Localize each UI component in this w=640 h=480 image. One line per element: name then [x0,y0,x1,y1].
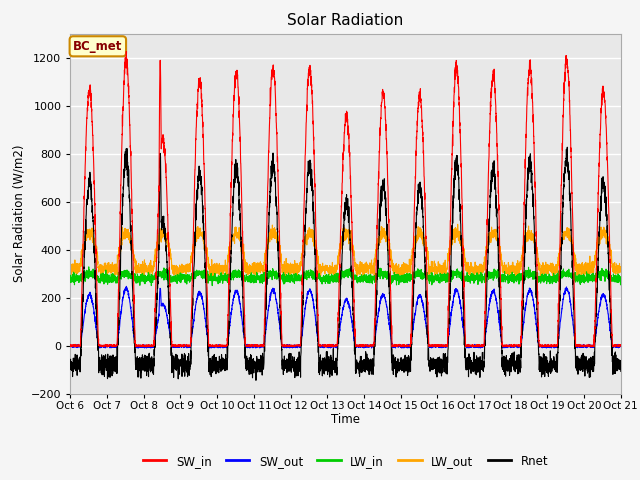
Rnet [325,361,333,367]
LW_in [616,276,624,281]
SW_out [617,343,625,349]
LW_in [325,275,333,280]
LW_in [439,275,447,281]
SW_in [439,343,447,349]
SW_in [122,48,130,54]
Rnet [438,358,446,363]
Title: Solar Radiation: Solar Radiation [287,13,404,28]
LW_out [97,276,105,282]
Text: BC_met: BC_met [73,40,122,53]
LW_in [147,283,155,288]
SW_in [469,343,477,348]
Rnet [469,362,477,368]
Y-axis label: Solar Radiation (W/m2): Solar Radiation (W/m2) [12,145,26,282]
LW_in [469,278,477,284]
SW_out [616,343,624,348]
SW_in [103,344,111,349]
Line: SW_in: SW_in [70,51,621,347]
SW_in [166,269,173,275]
SW_out [166,329,173,335]
LW_out [616,264,624,270]
LW_out [500,264,508,270]
SW_out [325,344,333,349]
Rnet [616,364,624,370]
LW_in [500,272,508,278]
LW_out [67,264,74,270]
LW_out [454,221,461,227]
SW_in [616,343,624,348]
X-axis label: Time: Time [331,413,360,426]
LW_in [85,264,93,270]
Line: LW_out: LW_out [70,224,621,279]
Rnet [500,361,508,367]
Line: LW_in: LW_in [70,267,621,286]
SW_out [122,284,130,289]
SW_out [67,344,74,349]
LW_out [469,270,477,276]
Line: SW_out: SW_out [70,287,621,348]
SW_in [67,342,74,348]
SW_out [500,344,508,349]
LW_in [67,279,74,285]
SW_in [500,344,508,349]
SW_in [617,342,625,348]
LW_out [166,250,173,255]
Rnet [67,361,74,367]
Rnet [252,377,260,383]
LW_out [438,268,446,274]
LW_out [617,267,625,273]
SW_out [469,343,477,349]
SW_out [439,345,447,350]
Rnet [166,309,173,315]
SW_out [96,345,104,351]
Line: Rnet: Rnet [70,147,621,380]
LW_in [617,276,625,282]
Rnet [617,369,625,374]
LW_out [325,267,333,273]
Legend: SW_in, SW_out, LW_in, LW_out, Rnet: SW_in, SW_out, LW_in, LW_out, Rnet [138,450,553,472]
Rnet [563,144,571,150]
LW_in [166,275,173,281]
SW_in [325,343,333,348]
